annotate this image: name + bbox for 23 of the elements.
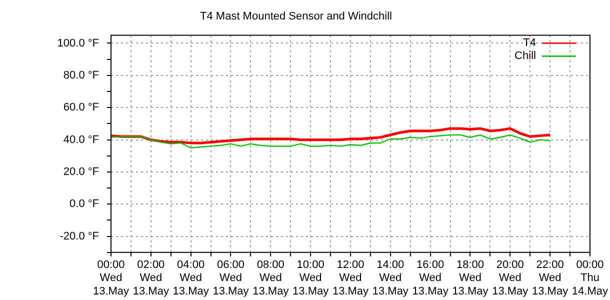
y-tick-label: 40.0 °F: [63, 134, 100, 146]
x-tick-label: 04:00 Wed 13.May: [172, 259, 210, 298]
legend-label: T4: [523, 37, 536, 50]
x-tick-label: 06:00 Wed 13.May: [212, 259, 250, 298]
y-tick-label: 20.0 °F: [63, 166, 100, 178]
x-tick-label: 10:00 Wed 13.May: [292, 259, 330, 298]
x-tick-label: 08:00 Wed 13.May: [252, 259, 290, 298]
x-tick-label: 16:00 Wed 13.May: [412, 259, 449, 298]
y-tick-label: 60.0 °F: [63, 102, 100, 114]
x-tick-label: 02:00 Wed 13.May: [132, 259, 170, 298]
x-tick-label: 14:00 Wed 13.May: [372, 259, 409, 298]
y-tick-label: 80.0 °F: [63, 69, 100, 82]
y-tick-label: 100.0 °F: [57, 37, 100, 50]
x-tick-label: 22:00 Wed 13.May: [532, 259, 569, 298]
x-tick-label: 00:00 Thu 14.May: [572, 259, 608, 298]
y-tick-label: -20.0 °F: [60, 230, 100, 242]
legend-label: Chill: [514, 50, 536, 62]
x-tick-label: 18:00 Wed 13.May: [452, 259, 489, 298]
y-tick-label: 0.0 °F: [70, 198, 100, 210]
x-tick-label: 00:00 Wed 13.May: [92, 259, 130, 298]
x-tick-label: 12:00 Wed 13.May: [332, 259, 370, 298]
x-tick-label: 20:00 Wed 13.May: [492, 259, 529, 298]
chart-title: T4 Mast Mounted Sensor and Windchill: [200, 10, 392, 23]
